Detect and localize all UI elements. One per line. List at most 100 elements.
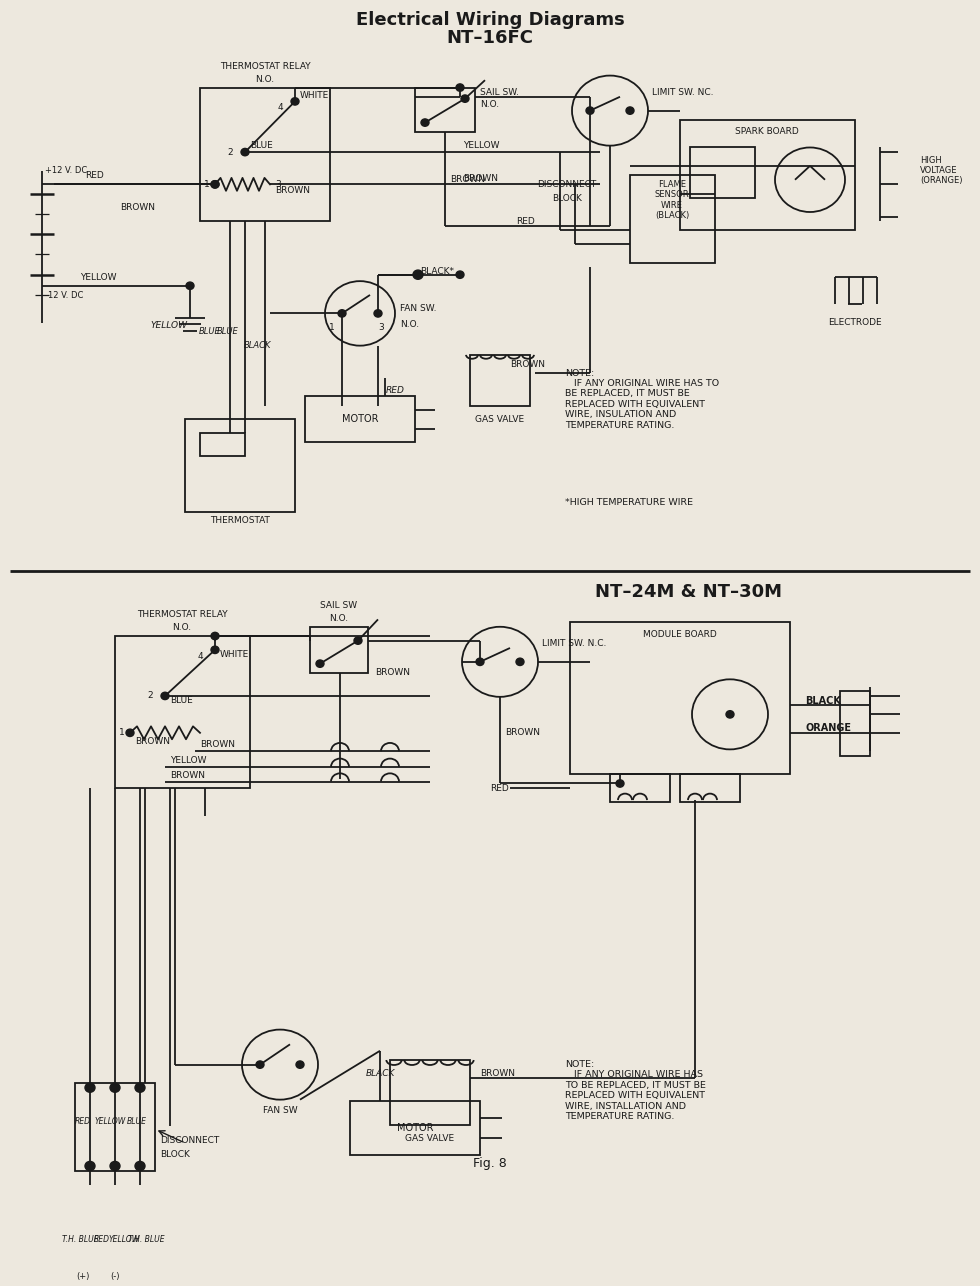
Text: LIMIT SW. NC.: LIMIT SW. NC. xyxy=(652,87,713,96)
Circle shape xyxy=(586,107,594,114)
Text: 1: 1 xyxy=(204,180,210,189)
Text: MODULE BOARD: MODULE BOARD xyxy=(643,630,717,639)
Circle shape xyxy=(726,711,734,718)
Circle shape xyxy=(476,658,484,665)
Text: BROWN: BROWN xyxy=(480,1070,515,1079)
Text: Fig. 8: Fig. 8 xyxy=(473,1157,507,1170)
Circle shape xyxy=(110,1083,120,1092)
Text: NOTE:
   IF ANY ORIGINAL WIRE HAS TO
BE REPLACED, IT MUST BE
REPLACED WITH EQUIV: NOTE: IF ANY ORIGINAL WIRE HAS TO BE REP… xyxy=(565,369,719,430)
Text: N.O.: N.O. xyxy=(329,613,349,622)
Text: YELLOW: YELLOW xyxy=(80,273,117,282)
Text: N.O.: N.O. xyxy=(256,75,274,84)
Text: ELECTRODE: ELECTRODE xyxy=(828,318,882,327)
Text: RED: RED xyxy=(85,171,104,180)
Text: BROWN: BROWN xyxy=(275,186,310,195)
Bar xyxy=(350,1102,480,1155)
Circle shape xyxy=(626,107,634,114)
Circle shape xyxy=(85,1161,95,1170)
Circle shape xyxy=(338,310,346,318)
Circle shape xyxy=(291,98,299,105)
Bar xyxy=(840,692,870,756)
Text: 2: 2 xyxy=(147,692,153,701)
Bar xyxy=(415,87,475,131)
Text: N.O.: N.O. xyxy=(172,624,191,633)
Text: 2: 2 xyxy=(227,148,233,157)
Text: BLUE: BLUE xyxy=(127,1118,147,1127)
Bar xyxy=(610,774,670,802)
Text: *HIGH TEMPERATURE WIRE: *HIGH TEMPERATURE WIRE xyxy=(565,498,693,507)
Text: Electrical Wiring Diagrams: Electrical Wiring Diagrams xyxy=(356,12,624,30)
Bar xyxy=(310,626,368,673)
Circle shape xyxy=(421,118,429,126)
Text: BLOCK: BLOCK xyxy=(160,1150,190,1159)
Bar xyxy=(680,120,855,230)
Text: BLUE: BLUE xyxy=(199,327,221,336)
Text: SPARK BOARD: SPARK BOARD xyxy=(735,127,799,136)
Text: BLOCK: BLOCK xyxy=(552,194,582,203)
Text: FAN SW.: FAN SW. xyxy=(400,305,436,314)
Text: BLACK: BLACK xyxy=(805,696,841,706)
Circle shape xyxy=(186,282,194,289)
Text: RED: RED xyxy=(490,783,509,792)
Text: YELLOW: YELLOW xyxy=(463,141,500,150)
Text: DISCONNECT: DISCONNECT xyxy=(537,180,597,189)
Text: FLAME
SENSOR
WIRE
(BLACK): FLAME SENSOR WIRE (BLACK) xyxy=(655,180,689,220)
Text: 1: 1 xyxy=(120,728,125,737)
Bar xyxy=(305,396,415,442)
Text: BROWN: BROWN xyxy=(463,174,498,183)
Text: WHITE: WHITE xyxy=(220,649,249,658)
Bar xyxy=(690,148,755,198)
Text: 3: 3 xyxy=(378,323,384,332)
Text: T.H. BLUE: T.H. BLUE xyxy=(127,1235,165,1244)
Circle shape xyxy=(135,1083,145,1092)
Text: T.H. BLUE: T.H. BLUE xyxy=(62,1235,98,1244)
Text: BLACK: BLACK xyxy=(366,1069,395,1078)
Bar xyxy=(115,637,250,788)
Text: THERMOSTAT RELAY: THERMOSTAT RELAY xyxy=(220,62,311,71)
Bar xyxy=(680,774,740,802)
Text: YELLOW: YELLOW xyxy=(170,756,207,765)
Text: 1: 1 xyxy=(329,323,335,332)
Text: LIMIT SW. N.C.: LIMIT SW. N.C. xyxy=(542,639,607,648)
Circle shape xyxy=(516,658,524,665)
Circle shape xyxy=(241,148,249,156)
Text: 4: 4 xyxy=(277,103,283,112)
Text: GAS VALVE: GAS VALVE xyxy=(475,415,524,424)
Text: NOTE:
   IF ANY ORIGINAL WIRE HAS
TO BE REPLACED, IT MUST BE
REPLACED WITH EQUIV: NOTE: IF ANY ORIGINAL WIRE HAS TO BE REP… xyxy=(565,1060,706,1121)
Text: YELLOW: YELLOW xyxy=(109,1235,139,1244)
Circle shape xyxy=(135,1161,145,1170)
Text: MOTOR: MOTOR xyxy=(342,414,378,424)
Text: SAIL SW: SAIL SW xyxy=(320,601,358,610)
Text: NT–16FC: NT–16FC xyxy=(447,30,533,48)
Bar xyxy=(75,1083,155,1170)
Circle shape xyxy=(161,692,169,700)
Text: (+): (+) xyxy=(76,1272,90,1281)
Text: BROWN: BROWN xyxy=(505,728,540,737)
Bar xyxy=(390,1060,470,1124)
Circle shape xyxy=(211,180,219,188)
Text: BROWN: BROWN xyxy=(450,175,485,184)
Text: THERMOSTAT RELAY: THERMOSTAT RELAY xyxy=(136,610,227,619)
Circle shape xyxy=(211,633,219,639)
Text: 4: 4 xyxy=(197,652,203,661)
Text: HIGH
VOLTAGE
(ORANGE): HIGH VOLTAGE (ORANGE) xyxy=(920,156,962,185)
Text: SAIL SW.: SAIL SW. xyxy=(480,87,519,96)
Circle shape xyxy=(85,1083,95,1092)
Text: YELLOW: YELLOW xyxy=(150,320,187,329)
Text: N.O.: N.O. xyxy=(400,320,419,329)
Circle shape xyxy=(211,646,219,653)
Circle shape xyxy=(616,779,624,787)
Circle shape xyxy=(374,310,382,318)
Text: BROWN: BROWN xyxy=(375,669,410,678)
Circle shape xyxy=(211,180,219,188)
Text: BROWN: BROWN xyxy=(170,770,205,779)
Circle shape xyxy=(413,270,423,279)
Text: BLACK: BLACK xyxy=(244,341,271,350)
Bar xyxy=(470,355,530,405)
Text: YELLOW: YELLOW xyxy=(94,1118,125,1127)
Circle shape xyxy=(354,637,362,644)
Circle shape xyxy=(256,1061,264,1069)
Bar xyxy=(185,419,295,512)
Text: +12 V. DC: +12 V. DC xyxy=(45,166,87,175)
Text: NT–24M & NT–30M: NT–24M & NT–30M xyxy=(595,583,782,601)
